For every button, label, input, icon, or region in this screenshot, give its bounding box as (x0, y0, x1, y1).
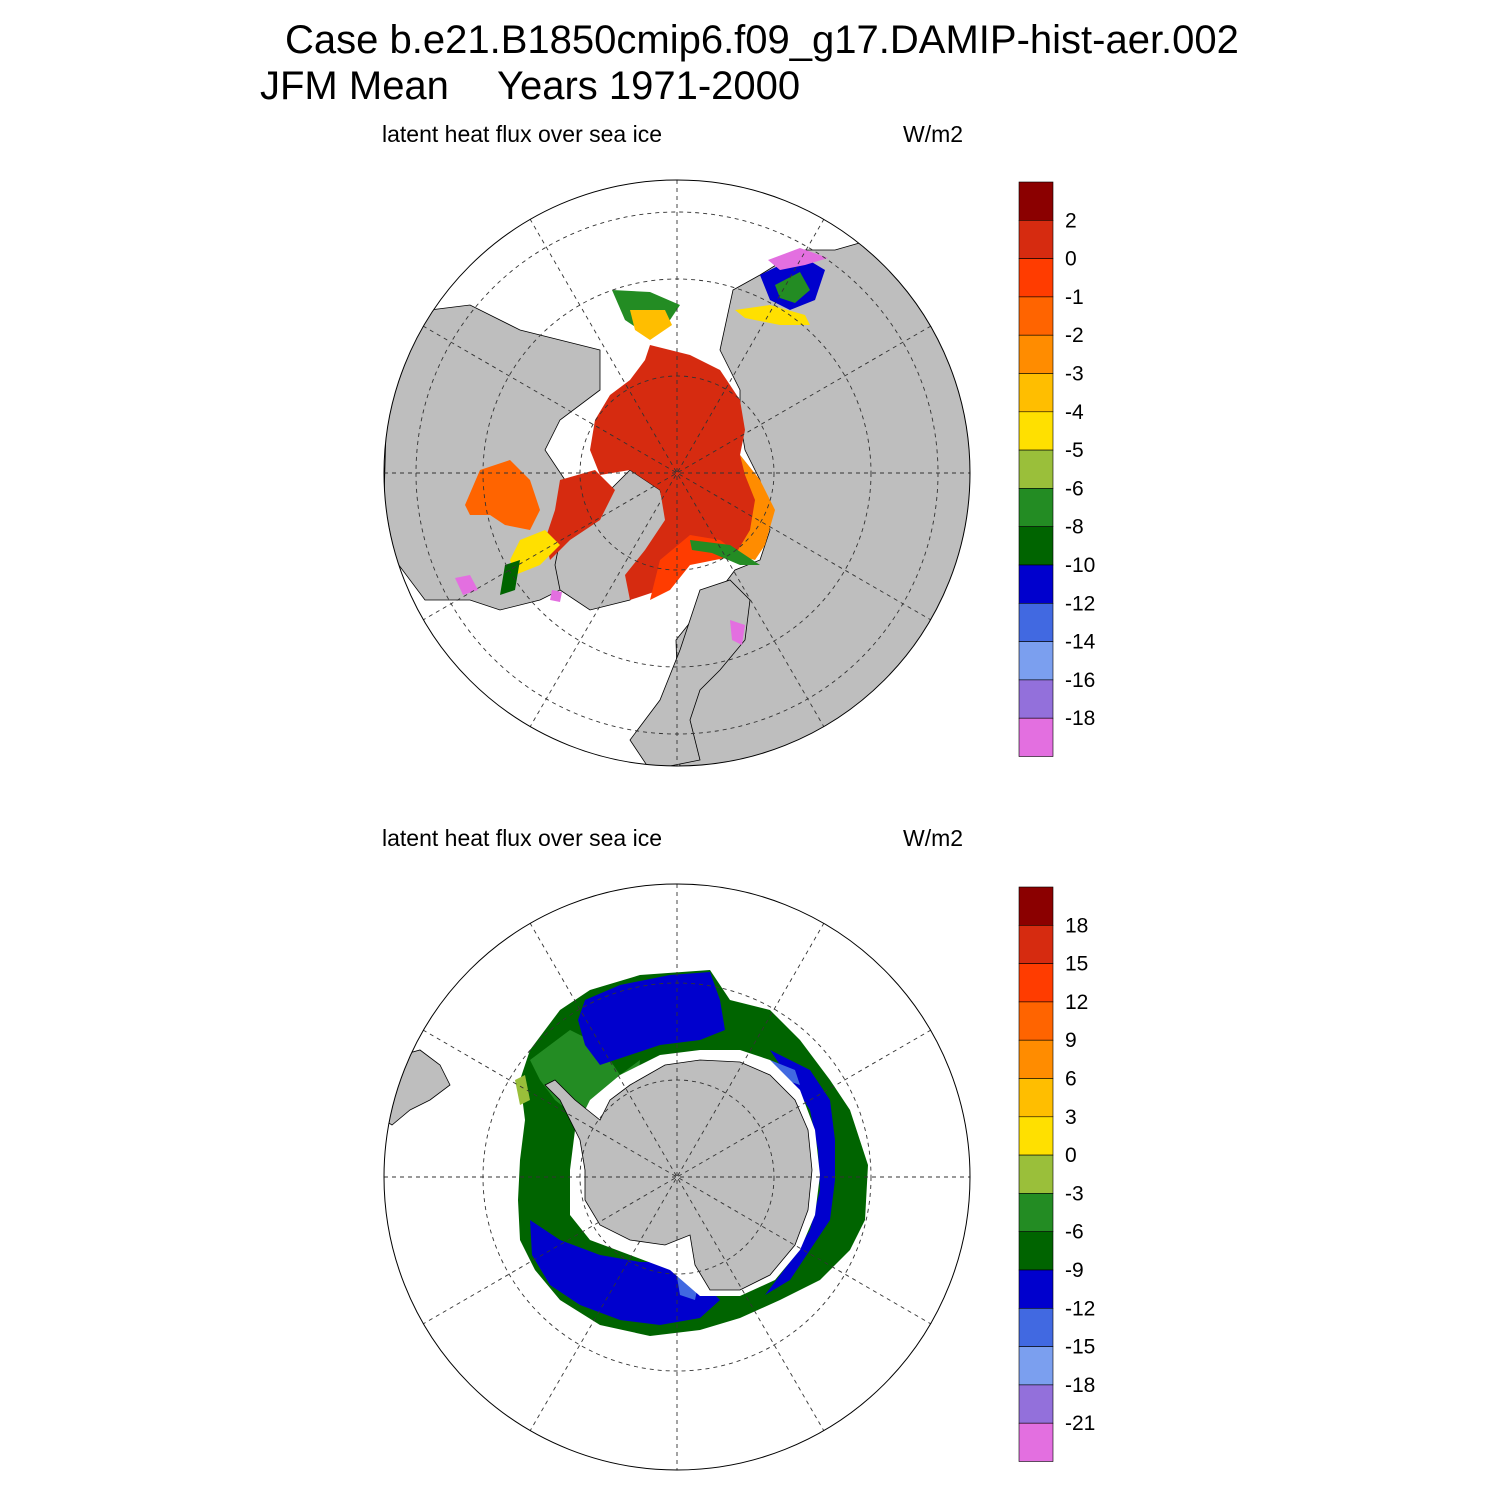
sh-colorbar-box (1018, 1078, 1054, 1118)
sh-colorbar-tick-label: -15 (1065, 1336, 1095, 1359)
nh-colorbar-tick-label: -18 (1065, 707, 1095, 730)
sh-colorbar-tick-label: 3 (1065, 1106, 1077, 1129)
sh-colorbar-tick-label: -6 (1065, 1221, 1084, 1244)
sh-colorbar-box (1018, 924, 1054, 964)
nh-ice-bering-yellow (630, 310, 672, 340)
nh-colorbar-box (1018, 373, 1054, 413)
years-label: Years 1971-2000 (496, 64, 801, 108)
nh-colorbar-box (1018, 488, 1054, 527)
sh-colorbar-box (1018, 1116, 1054, 1156)
sh-map (384, 884, 970, 1470)
sh-colorbar-tick-label: -18 (1065, 1374, 1095, 1397)
nh-colorbar-tick-label: -14 (1065, 631, 1096, 654)
nh-colorbar-box (1018, 296, 1054, 336)
nh-ice-edge-orange (735, 455, 775, 560)
sh-colorbar-box (1018, 1384, 1054, 1424)
nh-colorbar-box (1018, 334, 1054, 374)
nh-ice-okhotsk-yellow (735, 305, 810, 325)
sh-colorbar-box (1018, 1422, 1054, 1462)
nh-colorbar: 2 0 -1 -2 -3 -4 -5 -6 -8 -10 -12 -14 -16 -18 (1018, 181, 1096, 757)
nh-colorbar-tick-label: -3 (1065, 363, 1084, 386)
nh-colorbar-box (1018, 411, 1054, 451)
nh-colorbar-tick-label: -1 (1065, 286, 1084, 309)
sh-colorbar-tick-label: 6 (1065, 1068, 1077, 1091)
sh-ice-east-blue (765, 1050, 835, 1295)
nh-colorbar-tick-label: -12 (1065, 592, 1095, 615)
nh-colorbar-tick-label: -2 (1065, 324, 1084, 347)
sh-colorbar-tick-label: 0 (1065, 1144, 1077, 1167)
nh-colorbar-tick-label: 0 (1065, 248, 1077, 271)
sh-colorbar-tick-label: -3 (1065, 1182, 1084, 1205)
sh-ice-weddell-blue (578, 972, 725, 1065)
sh-colorbar-box (1018, 963, 1054, 1003)
nh-ice-greenland-east-pink (550, 590, 562, 602)
nh-ice-gulf-st-lawrence (455, 575, 478, 595)
sh-ice-peninsula-light (515, 1075, 530, 1105)
nh-colorbar-box (1018, 564, 1054, 604)
nh-ice-okhotsk-pink (768, 248, 828, 270)
nh-ice-arctic-core (590, 345, 770, 600)
nh-land-europe (629, 579, 751, 766)
sh-panel-title: latent heat flux over sea ice (382, 825, 662, 851)
nh-colorbar-tick-label: -8 (1065, 516, 1084, 539)
nh-colorbar-box (1018, 717, 1054, 757)
sh-ice-ross-blue (530, 1220, 720, 1325)
sh-colorbar-box (1018, 1039, 1054, 1079)
sh-colorbar-box (1018, 1001, 1054, 1041)
nh-panel-title: latent heat flux over sea ice (382, 121, 662, 147)
nh-ice-hudson-bay (465, 460, 540, 530)
sh-map-border (383, 883, 971, 1471)
nh-colorbar-box (1018, 526, 1054, 566)
nh-map-border (383, 179, 971, 767)
nh-colorbar-tick-label: -6 (1065, 477, 1084, 500)
nh-colorbar-box (1018, 679, 1054, 719)
sh-colorbar: 18 15 12 9 6 3 0 -3 -6 -9 -12 -15 -18 -21 (1018, 886, 1095, 1462)
nh-ice-canadian-archipelago (545, 470, 615, 560)
sh-colorbar-tick-label: -21 (1065, 1412, 1095, 1435)
nh-ice-barents-green (690, 540, 760, 565)
nh-units: W/m2 (903, 121, 964, 147)
sh-ice-east-lightblue (770, 1060, 800, 1085)
sh-colorbar-box (1018, 1154, 1054, 1194)
sh-colorbar-box (1018, 1269, 1054, 1309)
nh-colorbar-tick-label: -10 (1065, 554, 1095, 577)
nh-colorbar-box (1018, 181, 1054, 221)
nh-colorbar-tick-label: -5 (1065, 439, 1084, 462)
nh-ice-baltic (730, 620, 745, 645)
sh-units: W/m2 (903, 825, 964, 851)
season-title: JFM Mean Years 1971-2000 (260, 64, 800, 109)
sh-colorbar-tick-label: 15 (1065, 953, 1088, 976)
sh-colorbar-tick-label: 12 (1065, 991, 1088, 1014)
nh-ice-labrador-green (500, 560, 520, 595)
sh-colorbar-tick-label: -12 (1065, 1297, 1095, 1320)
season-label: JFM Mean (260, 64, 449, 108)
nh-colorbar-tick-label: 2 (1065, 209, 1077, 232)
sh-colorbar-box (1018, 1308, 1054, 1347)
sh-colorbar-box (1018, 886, 1054, 926)
nh-colorbar-box (1018, 220, 1054, 259)
nh-colorbar-tick-label: -4 (1065, 401, 1084, 424)
sh-colorbar-tick-label: -9 (1065, 1259, 1084, 1282)
sh-colorbar-tick-label: 9 (1065, 1029, 1077, 1052)
nh-colorbar-tick-label: -16 (1065, 669, 1095, 692)
sh-colorbar-box (1018, 1193, 1054, 1233)
sh-colorbar-box (1018, 1231, 1054, 1271)
sh-colorbar-tick-label: 18 (1065, 914, 1088, 937)
nh-ice-okhotsk-green (775, 272, 810, 303)
nh-colorbar-box (1018, 258, 1054, 298)
nh-map (384, 180, 970, 766)
case-title: Case b.e21.B1850cmip6.f09_g17.DAMIP-hist… (285, 18, 1239, 62)
nh-ice-labrador-band (510, 530, 560, 575)
nh-colorbar-box (1018, 602, 1054, 642)
sh-colorbar-box (1018, 1346, 1054, 1386)
nh-colorbar-box (1018, 641, 1054, 681)
nh-colorbar-box (1018, 449, 1054, 489)
